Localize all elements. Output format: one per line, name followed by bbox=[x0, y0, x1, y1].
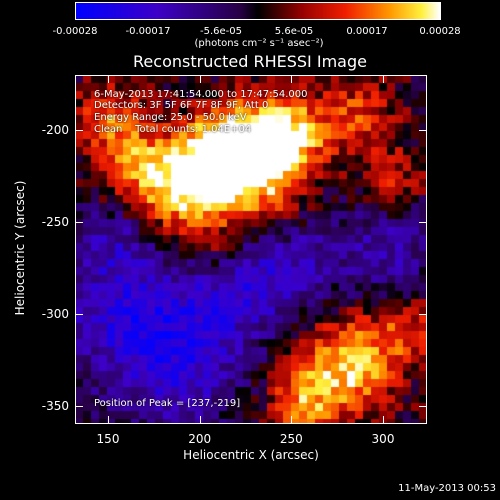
tick-mark bbox=[75, 406, 83, 407]
colorbar-label: 5.6e-05 bbox=[274, 26, 314, 37]
colorbar-label: 0.00028 bbox=[419, 26, 461, 37]
y-tick-label: -350 bbox=[41, 398, 69, 413]
x-tick-label: 150 bbox=[96, 432, 120, 446]
tick-mark bbox=[383, 416, 384, 424]
tick-mark bbox=[291, 416, 292, 424]
clean-counts-text: Clean Total counts: 1.04E+04 bbox=[94, 124, 252, 135]
x-tick-label: 200 bbox=[188, 432, 212, 446]
colorbar bbox=[75, 2, 441, 20]
heatmap-image bbox=[75, 75, 427, 424]
colorbar-label: -0.00028 bbox=[52, 26, 98, 37]
tick-mark bbox=[291, 75, 292, 83]
tick-mark bbox=[75, 314, 83, 315]
tick-mark bbox=[419, 222, 427, 223]
tick-mark bbox=[419, 314, 427, 315]
y-axis-title: Heliocentric Y (arcsec) bbox=[13, 180, 27, 316]
tick-mark bbox=[419, 406, 427, 407]
x-axis-title: Heliocentric X (arcsec) bbox=[183, 448, 319, 462]
y-tick-label: -300 bbox=[41, 306, 69, 321]
tick-mark bbox=[108, 416, 109, 424]
tick-mark bbox=[108, 75, 109, 83]
colorbar-unit: (photons cm⁻² s⁻¹ asec⁻²) bbox=[194, 38, 324, 49]
x-tick-label: 250 bbox=[279, 432, 303, 446]
tick-mark bbox=[200, 75, 201, 83]
y-tick-label: -200 bbox=[41, 123, 69, 138]
energy-range-text: Energy Range: 25.0 - 50.0 keV bbox=[94, 112, 247, 123]
peak-position-text: Position of Peak = [237,-219] bbox=[94, 398, 241, 409]
tick-mark bbox=[383, 75, 384, 83]
timestamp-footer: 11-May-2013 00:53 bbox=[398, 483, 496, 494]
plot-title: Reconstructed RHESSI Image bbox=[133, 52, 367, 71]
y-tick-label: -250 bbox=[41, 214, 69, 229]
y-tick-labels: -200 -250 -300 -350 bbox=[0, 0, 69, 500]
colorbar-label: -5.6e-05 bbox=[200, 26, 242, 37]
tick-mark bbox=[75, 130, 83, 131]
colorbar-label: 0.00017 bbox=[346, 26, 388, 37]
tick-mark bbox=[200, 416, 201, 424]
tick-mark bbox=[75, 222, 83, 223]
x-tick-label: 300 bbox=[371, 432, 395, 446]
tick-mark bbox=[419, 130, 427, 131]
detectors-text: Detectors: 3F 5F 6F 7F 8F 9F, Att 0 bbox=[94, 100, 269, 111]
time-range-text: 6-May-2013 17:41:54.000 to 17:47:54.000 bbox=[94, 89, 308, 100]
colorbar-label: -0.00017 bbox=[125, 26, 171, 37]
